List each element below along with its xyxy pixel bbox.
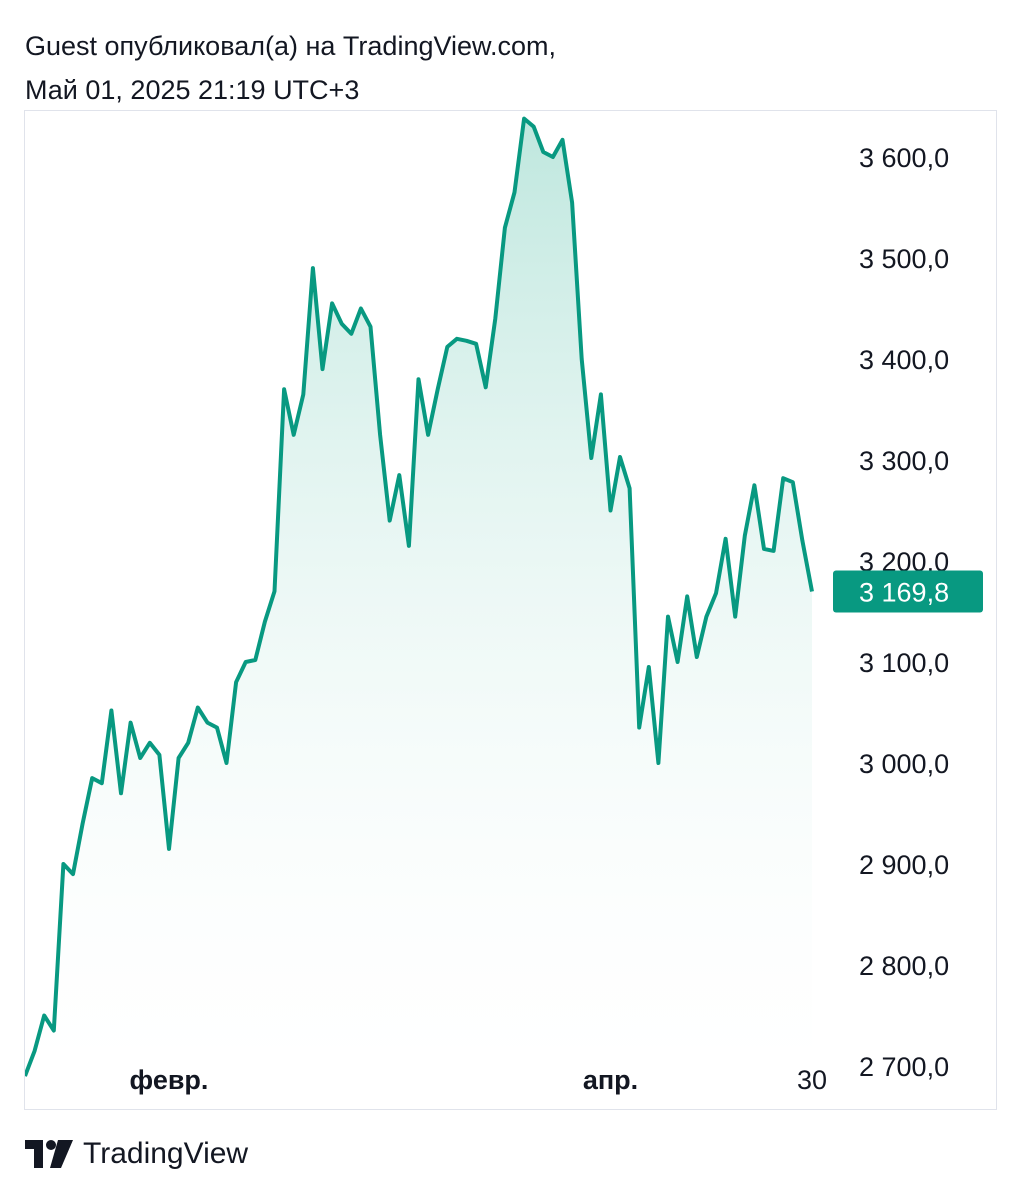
y-tick-label: 2 700,0 — [859, 1052, 949, 1082]
y-tick-label: 3 500,0 — [859, 244, 949, 274]
y-tick-label: 3 400,0 — [859, 345, 949, 375]
price-chart: 3 600,03 500,03 400,03 300,03 200,03 100… — [25, 116, 983, 1095]
footer-brand: TradingView — [83, 1137, 249, 1170]
x-tick-label: апр. — [583, 1065, 638, 1095]
y-tick-label: 3 300,0 — [859, 446, 949, 476]
y-tick-label: 3 000,0 — [859, 749, 949, 779]
footer: TradingView — [25, 1134, 248, 1174]
publish-author-line: Guest опубликовал(а) на TradingView.com, — [25, 31, 557, 61]
x-tick-label: 30 — [797, 1065, 827, 1095]
publish-date-line: Май 01, 2025 21:19 UTC+3 — [25, 75, 360, 105]
publish-info: Guest опубликовал(а) на TradingView.com,… — [25, 24, 556, 112]
price-area — [25, 118, 812, 1077]
price-line — [25, 116, 814, 1077]
last-price-badge — [833, 570, 983, 613]
y-tick-label: 2 900,0 — [859, 850, 949, 880]
x-tick-label: февр. — [130, 1065, 209, 1095]
chart-frame: 3 600,0 3 500,0 3 400,0 3 300,0 3 200,0 3 100… — [24, 110, 997, 1110]
y-tick-label: 3 600,0 — [859, 143, 949, 173]
last-price-label: 3 169,8 — [859, 578, 949, 608]
tradingview-logo-icon — [25, 1140, 73, 1168]
y-tick-label: 3 100,0 — [859, 648, 949, 678]
y-tick-label: 2 800,0 — [859, 951, 949, 981]
